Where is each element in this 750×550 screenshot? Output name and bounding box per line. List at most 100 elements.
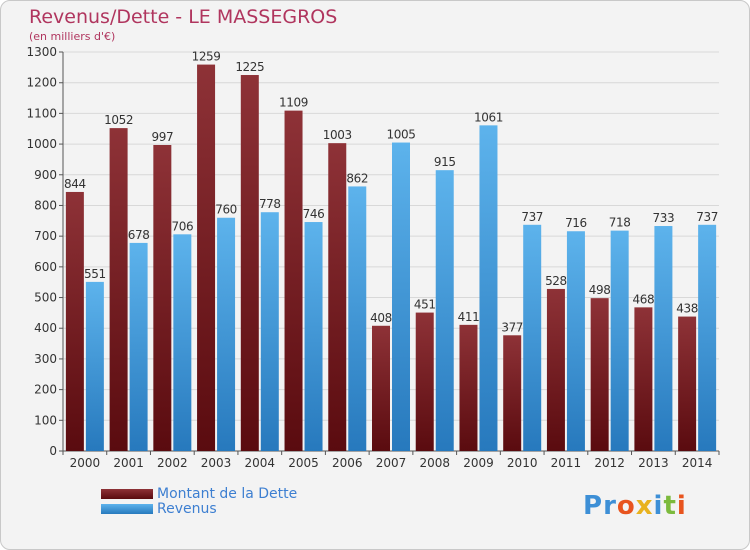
bar-revenus [392, 142, 410, 452]
gridlines [63, 51, 719, 452]
bar-debt [546, 288, 565, 451]
bar-debt [634, 307, 653, 451]
bar-revenus [566, 231, 585, 451]
data-label: 737 [696, 210, 718, 224]
y-tick-label: 900 [34, 168, 57, 182]
bar-revenus [348, 186, 367, 451]
data-label: 468 [633, 292, 655, 306]
bar-revenus [479, 125, 498, 451]
data-label: 915 [434, 155, 456, 169]
data-label: 1225 [235, 60, 264, 74]
data-label: 551 [84, 267, 106, 281]
data-label: 1052 [104, 113, 133, 127]
legend-swatch-debt [101, 489, 153, 499]
data-label: 411 [458, 310, 480, 324]
x-tick-label: 2006 [332, 456, 363, 470]
bar-revenus [129, 242, 148, 451]
bar-revenus [654, 226, 673, 451]
data-label: 716 [565, 216, 587, 230]
bar-debt [240, 75, 259, 452]
data-label: 528 [545, 274, 567, 288]
y-tick-label: 1000 [26, 137, 57, 151]
x-tick-label: 2007 [376, 456, 407, 470]
data-label: 678 [128, 228, 150, 242]
proxiti-logo: Proxiti [583, 491, 687, 521]
y-tick-label: 1200 [26, 76, 57, 90]
logo-letter: r [603, 491, 617, 521]
bar-debt [503, 335, 522, 451]
x-tick-label: 2001 [113, 456, 144, 470]
x-tick-label: 2010 [507, 456, 538, 470]
logo-letter: x [635, 491, 654, 521]
data-label: 1005 [387, 128, 416, 142]
data-label: 498 [589, 283, 611, 297]
legend-swatch-revenus [101, 504, 153, 514]
x-tick-label: 2008 [419, 456, 450, 470]
y-tick-label: 700 [34, 229, 57, 243]
bar-revenus [217, 217, 236, 451]
data-label: 1003 [323, 128, 352, 142]
x-tick-label: 2003 [201, 456, 232, 470]
chart-title: Revenus/Dette - LE MASSEGROS [29, 6, 338, 28]
logo-letter: i [653, 491, 664, 521]
chart-subtitle: (en milliers d'€) [29, 30, 116, 43]
axes: 0 100 200 300 400 500 600 700 800 900 1000 1100 1200… [26, 45, 720, 470]
data-label: 778 [259, 197, 281, 211]
data-label: 746 [303, 207, 325, 221]
y-tick-label: 400 [34, 321, 57, 335]
bar-debt [328, 143, 347, 451]
x-tick-label: 2005 [288, 456, 319, 470]
bar-revenus [173, 234, 192, 451]
y-tick-label: 1100 [26, 106, 57, 120]
y-tick-label: 300 [34, 352, 57, 366]
bar-revenus [435, 170, 454, 451]
x-tick-label: 2009 [463, 456, 494, 470]
data-label: 718 [609, 216, 631, 230]
bar-debt [459, 324, 478, 451]
y-tick-label: 200 [34, 383, 57, 397]
bar-revenus [304, 222, 323, 451]
bar-revenus [610, 230, 629, 451]
bar-debt [678, 316, 697, 451]
y-tick-label: 500 [34, 291, 57, 305]
logo-letter: o [616, 491, 636, 521]
data-label: 1061 [474, 110, 503, 124]
x-tick-label: 2000 [70, 456, 101, 470]
bar-debt [415, 312, 434, 451]
y-tick-label: 1300 [26, 45, 57, 59]
bar-revenus [85, 281, 104, 451]
data-label: 451 [414, 298, 436, 312]
y-tick-label: 0 [49, 444, 57, 458]
y-tick-label: 100 [34, 413, 57, 427]
data-label: 997 [151, 130, 173, 144]
logo-letter: P [583, 491, 604, 521]
x-tick-label: 2014 [682, 456, 713, 470]
data-label: 733 [653, 211, 675, 225]
data-label: 1259 [192, 50, 221, 64]
bar-debt [65, 191, 84, 452]
y-tick-label: 600 [34, 260, 57, 274]
data-label: 438 [676, 302, 698, 316]
data-label: 408 [370, 311, 392, 325]
data-label: 706 [171, 219, 193, 233]
data-label: 737 [521, 210, 543, 224]
bar-debt [590, 298, 609, 451]
data-labels: 844 551 1052 678 997 706 1259 760 1225 778 1109 746… [64, 50, 718, 335]
x-tick-label: 2002 [157, 456, 188, 470]
bar-debt [372, 325, 390, 451]
bar-revenus [698, 224, 717, 451]
bars [65, 64, 717, 452]
data-label: 862 [346, 171, 368, 185]
bar-debt [153, 144, 172, 452]
data-label: 377 [501, 320, 523, 334]
logo-letter: i [676, 491, 687, 521]
bar-debt [197, 64, 216, 451]
logo-letter: t [663, 491, 677, 521]
y-tick-label: 800 [34, 198, 57, 212]
data-label: 1109 [279, 96, 308, 110]
x-tick-label: 2013 [638, 456, 669, 470]
bar-debt [109, 128, 128, 451]
x-tick-label: 2011 [551, 456, 582, 470]
